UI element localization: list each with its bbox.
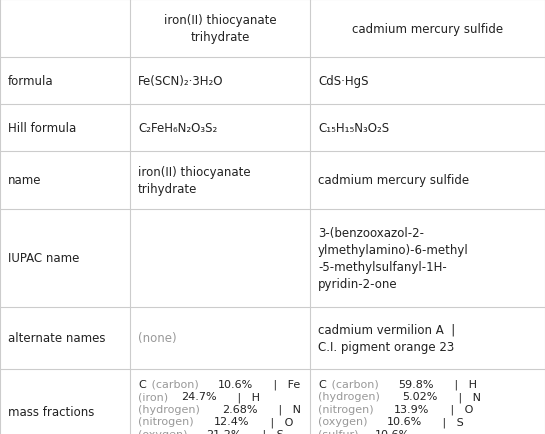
Text: Fe(SCN)₂·3H₂O: Fe(SCN)₂·3H₂O [138, 75, 223, 88]
Text: |   O: | O [440, 404, 473, 414]
Text: |   O: | O [260, 417, 293, 427]
Text: name: name [8, 174, 41, 187]
Text: (oxygen): (oxygen) [138, 429, 191, 434]
Text: alternate names: alternate names [8, 332, 106, 345]
Text: 12.4%: 12.4% [214, 417, 250, 427]
Text: 21.2%: 21.2% [207, 429, 242, 434]
Text: |   H: | H [227, 391, 261, 402]
Text: formula: formula [8, 75, 53, 88]
Text: (hydrogen): (hydrogen) [318, 391, 383, 401]
Text: 3-(benzooxazol-2-
ylmethylamino)-6-methyl
-5-methylsulfanyl-1H-
pyridin-2-one: 3-(benzooxazol-2- ylmethylamino)-6-methy… [318, 227, 469, 290]
Text: IUPAC name: IUPAC name [8, 252, 80, 265]
Text: (carbon): (carbon) [148, 379, 202, 389]
Text: C₁₅H₁₅N₃O₂S: C₁₅H₁₅N₃O₂S [318, 122, 389, 135]
Text: 5.02%: 5.02% [402, 391, 438, 401]
Text: 59.8%: 59.8% [398, 379, 433, 389]
Text: C₂FeH₆N₂O₃S₂: C₂FeH₆N₂O₃S₂ [138, 122, 217, 135]
Text: C: C [318, 379, 326, 389]
Text: |   N: | N [268, 404, 301, 414]
Text: (sulfur): (sulfur) [318, 429, 362, 434]
Text: 2.68%: 2.68% [222, 404, 258, 414]
Text: 24.7%: 24.7% [181, 391, 217, 401]
Text: iron(II) thiocyanate
trihydrate: iron(II) thiocyanate trihydrate [164, 14, 276, 44]
Text: |   S: | S [252, 429, 284, 434]
Text: cadmium mercury sulfide: cadmium mercury sulfide [318, 174, 469, 187]
Text: (oxygen): (oxygen) [318, 417, 371, 427]
Text: |   N: | N [448, 391, 481, 402]
Text: cadmium vermilion A  |
C.I. pigment orange 23: cadmium vermilion A | C.I. pigment orang… [318, 323, 455, 353]
Text: |   H: | H [444, 379, 477, 390]
Text: (iron): (iron) [138, 391, 172, 401]
Text: iron(II) thiocyanate
trihydrate: iron(II) thiocyanate trihydrate [138, 166, 251, 196]
Text: C: C [138, 379, 146, 389]
Text: (nitrogen): (nitrogen) [138, 417, 197, 427]
Text: (carbon): (carbon) [328, 379, 382, 389]
Text: cadmium mercury sulfide: cadmium mercury sulfide [352, 23, 503, 36]
Text: (hydrogen): (hydrogen) [138, 404, 203, 414]
Text: (none): (none) [138, 332, 177, 345]
Text: (nitrogen): (nitrogen) [318, 404, 377, 414]
Text: CdS·HgS: CdS·HgS [318, 75, 368, 88]
Text: 10.6%: 10.6% [386, 417, 422, 427]
Text: |   S: | S [432, 417, 464, 427]
Text: Hill formula: Hill formula [8, 122, 76, 135]
Text: mass fractions: mass fractions [8, 405, 94, 418]
Text: 10.6%: 10.6% [218, 379, 253, 389]
Text: |   Fe: | Fe [263, 379, 301, 390]
Text: 10.6%: 10.6% [375, 429, 410, 434]
Text: 13.9%: 13.9% [394, 404, 429, 414]
